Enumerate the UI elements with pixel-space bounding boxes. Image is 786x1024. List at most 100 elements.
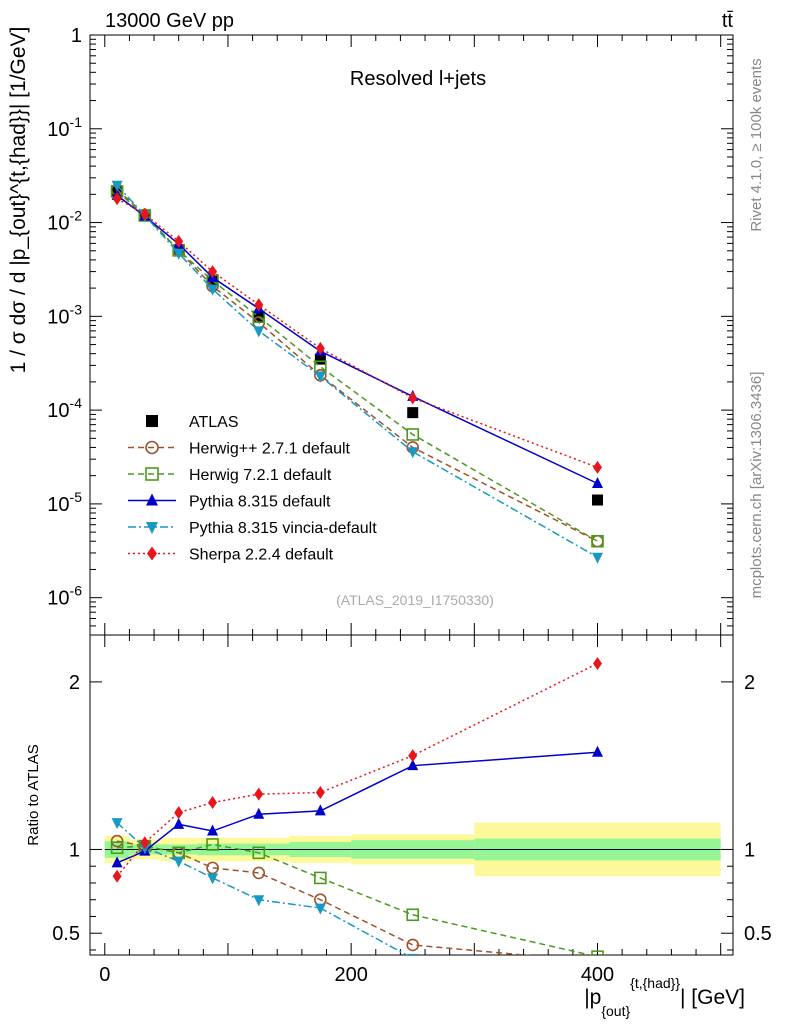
ratio-point-pythia-8-315-vincia-default (253, 895, 265, 907)
point-pythia-8-315-vincia-default (173, 248, 185, 260)
ratio-y-tick-label: 0.5 (52, 923, 80, 945)
point-pythia-8-315-vincia-default (111, 180, 123, 192)
legend-marker-herwig-2-7-1-default (145, 440, 159, 455)
point-herwig-7-2-1-default (406, 428, 420, 441)
ratio-point-herwig-2-7-1-default (110, 834, 124, 848)
line-pythia-8-315-vincia-default (116, 184, 598, 558)
main-series-layer (110, 180, 604, 564)
legend-marker-herwig-7-2-1-default (145, 467, 159, 481)
point-atlas (407, 407, 419, 419)
y-tick-label: 10-3 (47, 301, 82, 328)
ratio-line-sherpa-2-2-4-default (116, 662, 598, 877)
ratio-y-tick-label: 2 (69, 672, 80, 694)
point-pythia-8-315-vincia-default (592, 552, 604, 564)
process-label: tt̄ (722, 10, 734, 32)
ratio-point-pythia-8-315-default (314, 804, 326, 816)
ratio-line-pythia-8-315-default (116, 751, 598, 864)
ratio-line-pythia-8-315-vincia-default (116, 822, 409, 955)
ratio-point-pythia-8-315-default (111, 856, 123, 868)
ratio-frame (89, 634, 734, 956)
y-tick-label: 10-5 (47, 489, 82, 516)
ratio-point-herwig-7-2-1-default (591, 950, 604, 955)
ratio-point-herwig-7-2-1-default (252, 846, 266, 860)
ratio-point-pythia-8-315-default (592, 745, 604, 757)
main-y-axis: 10-6 10-5 10-4 10-3 10-2 10-1 1 (47, 25, 733, 636)
legend-marker-atlas (146, 415, 158, 427)
point-sherpa-2-2-4-default (254, 298, 264, 312)
ratio-y-tick-label-right: 2 (744, 672, 755, 694)
ratio-point-pythia-8-315-default (173, 817, 185, 829)
ratio-point-sherpa-2-2-4-default (315, 785, 325, 799)
point-pythia-8-315-vincia-default (314, 371, 326, 383)
line-herwig-2-7-1-default (116, 188, 598, 542)
ratio-bands (104, 822, 721, 877)
ratio-point-sherpa-2-2-4-default (408, 749, 418, 763)
y-tick-label: 10-6 (47, 583, 82, 610)
ratio-series-layer (110, 656, 604, 955)
ratio-point-herwig-7-2-1-default (406, 908, 420, 922)
ratio-panel: Ratio to ATLAS 0.5 0.5 1 1 2 2 0 200 400 (25, 634, 772, 986)
main-frame (89, 34, 734, 636)
ratio-point-sherpa-2-2-4-default (254, 787, 264, 801)
main-panel: Resolved l+jets 1 / σ dσ / d |p_{out}^{t… (7, 25, 734, 636)
point-pythia-8-315-default (592, 477, 604, 489)
point-sherpa-2-2-4-default (112, 192, 122, 206)
ratio-point-pythia-8-315-vincia-default (407, 953, 419, 955)
legend-label-pythia-8-315-vincia-default: Pythia 8.315 vincia-default (189, 520, 377, 537)
legend: ATLAS Herwig++ 2.7.1 default Herwig 7.2.1 … (128, 414, 377, 564)
point-atlas (314, 353, 326, 365)
x-tick-label: 400 (581, 964, 614, 986)
ratio-x-axis: 0 200 400 (99, 635, 722, 986)
y-tick-label: 10-4 (47, 395, 82, 422)
line-sherpa-2-2-4-default (116, 197, 598, 469)
ratio-y-axis: 0.5 0.5 1 1 2 2 (52, 672, 772, 951)
point-sherpa-2-2-4-default (208, 265, 218, 279)
ratio-point-pythia-8-315-vincia-default (314, 903, 326, 915)
legend-label-atlas: ATLAS (189, 414, 239, 431)
ratio-y-tick-label-right: 1 (744, 839, 755, 861)
energy-label: 13000 GeV pp (105, 10, 234, 32)
y-tick-label: 1 (71, 25, 82, 47)
x-tick-label: 0 (99, 964, 110, 986)
watermark: (ATLAS_2019_I1750330) (336, 592, 494, 608)
ratio-point-sherpa-2-2-4-default (174, 806, 184, 820)
point-atlas (592, 494, 604, 506)
legend-label-herwig-2-7-1-default: Herwig++ 2.7.1 default (189, 441, 351, 458)
x-axis-title: |p{out}{t,{had}}| [GeV] (584, 975, 745, 1019)
ratio-point-pythia-8-315-vincia-default (173, 856, 185, 868)
x-tick-label: 200 (334, 964, 367, 986)
point-sherpa-2-2-4-default (174, 234, 184, 248)
point-sherpa-2-2-4-default (593, 460, 603, 474)
ratio-point-pythia-8-315-default (207, 824, 219, 836)
point-herwig-7-2-1-default (591, 534, 604, 548)
ratio-point-herwig-2-7-1-default (206, 861, 219, 875)
legend-label-herwig-7-2-1-default: Herwig 7.2.1 default (189, 467, 332, 484)
ratio-point-herwig-7-2-1-default (110, 841, 124, 855)
ratio-y-tick-label: 1 (69, 839, 80, 861)
legend-marker-pythia-8-315-default (146, 493, 158, 506)
ratio-point-pythia-8-315-vincia-default (207, 873, 219, 885)
main-ylabel: 1 / σ dσ / d |p_{out}^{t,{had}}| [1/GeV] (7, 27, 30, 374)
legend-label-pythia-8-315-default: Pythia 8.315 default (189, 494, 331, 511)
point-sherpa-2-2-4-default (315, 341, 325, 355)
ratio-point-sherpa-2-2-4-default (593, 656, 603, 670)
main-title: Resolved l+jets (350, 68, 486, 90)
ratio-y-tick-label-right: 0.5 (744, 923, 772, 945)
ratio-point-pythia-8-315-default (407, 759, 419, 771)
ratio-point-herwig-7-2-1-default (206, 838, 219, 851)
point-pythia-8-315-vincia-default (253, 326, 265, 338)
ratio-point-herwig-7-2-1-default (314, 871, 327, 885)
y-tick-label: 10-2 (47, 208, 82, 235)
legend-label-sherpa-2-2-4-default: Sherpa 2.2.4 default (189, 547, 334, 564)
point-sherpa-2-2-4-default (140, 207, 150, 221)
point-pythia-8-315-vincia-default (207, 284, 219, 296)
point-pythia-8-315-vincia-default (407, 447, 419, 459)
main-x-axis (104, 35, 722, 635)
ratio-point-sherpa-2-2-4-default (140, 836, 150, 850)
ratio-point-herwig-2-7-1-default (252, 866, 266, 880)
legend-marker-pythia-8-315-vincia-default (146, 522, 158, 534)
legend-marker-sherpa-2-2-4-default (147, 546, 157, 561)
ratio-point-pythia-8-315-default (253, 807, 265, 819)
ratio-point-sherpa-2-2-4-default (112, 869, 122, 883)
